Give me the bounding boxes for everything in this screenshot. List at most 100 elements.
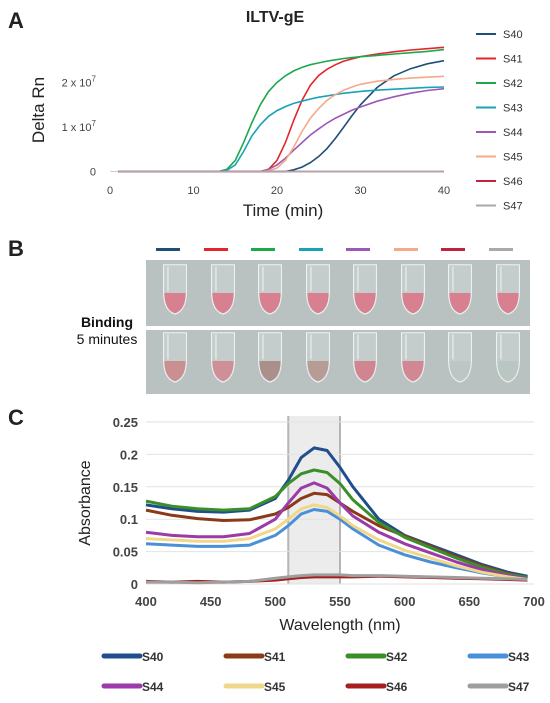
y-tick-label: 2 x 107 [62, 75, 97, 90]
series-line-s43 [145, 508, 528, 581]
series-line-s47 [146, 573, 528, 585]
legend-label: S44 [142, 680, 164, 694]
tube [448, 332, 472, 383]
tube-liquid [401, 293, 424, 314]
y-tick-label: 0.15 [113, 480, 138, 495]
color-key-dash [156, 248, 180, 251]
tube-liquid [449, 361, 471, 382]
legend-label: S46 [386, 680, 408, 694]
tube-liquid [211, 361, 234, 382]
series-line-s44 [118, 87, 445, 173]
series-line-s42 [145, 468, 528, 579]
x-tick-label: 550 [329, 594, 351, 609]
binding-label: Binding [80, 314, 134, 330]
x-tick-label: 40 [438, 185, 450, 197]
series-line-s40 [145, 446, 528, 578]
tubes-photo-initial [146, 260, 530, 326]
legend-label: S40 [503, 29, 523, 41]
tube-liquid [449, 293, 471, 314]
x-tick-label: 400 [135, 594, 157, 609]
x-tick-label: 450 [200, 594, 222, 609]
tube [495, 264, 520, 315]
x-tick-label: 500 [264, 594, 286, 609]
color-key-dash [488, 248, 513, 251]
x-axis-label: Time (min) [243, 201, 324, 220]
y-tick-label: 0.05 [113, 545, 138, 560]
legend-label: S45 [503, 152, 523, 164]
series-line-s45 [145, 503, 528, 581]
color-key-dash [298, 248, 323, 251]
x-tick-label: 650 [458, 594, 480, 609]
tube-liquid [164, 361, 186, 382]
legend-label: S47 [503, 201, 523, 213]
series-line-s45 [118, 75, 445, 173]
tube-liquid [401, 361, 424, 382]
color-key-dash [346, 248, 370, 251]
panel-letter-c: C [8, 405, 24, 430]
y-tick-label: 0 [131, 577, 138, 592]
photo-color-key [146, 248, 530, 254]
x-tick-label: 30 [354, 185, 366, 197]
legend-label: S44 [503, 127, 523, 139]
tube [258, 264, 282, 315]
y-axis-label: Absorbance [77, 460, 94, 545]
panel-letter-a: A [8, 8, 24, 33]
tube-liquid [496, 361, 519, 382]
amplification-chart: ILTV-gE 0 10 20 30 40 0 1 x 107 2 x 107 Time (min… [29, 9, 523, 220]
absorbance-chart: 0 0.05 0.1 0.15 0.2 0.25 400 450 500 550 600 650 700… [77, 415, 545, 694]
x-tick-label: 600 [394, 594, 416, 609]
tube-liquid [306, 361, 329, 382]
legend-label: S41 [503, 54, 523, 66]
tube [495, 332, 520, 383]
tube-liquid [211, 293, 234, 314]
tubes-photo-binding [146, 330, 530, 394]
binding-time-label: 5 minutes [76, 331, 138, 347]
tube-liquid [259, 293, 281, 314]
y-axis-label: Delta Rn [29, 77, 48, 143]
tube [210, 264, 235, 315]
y-tick-label: 0.25 [113, 415, 138, 430]
tube-liquid [354, 293, 376, 314]
tube [305, 332, 330, 383]
legend-label: S42 [386, 650, 408, 664]
panel-letter-b: B [8, 236, 24, 261]
tube [258, 332, 282, 383]
series-line-s43 [118, 86, 445, 173]
tube [353, 264, 377, 315]
tube [353, 332, 377, 383]
legend-label: S47 [508, 680, 530, 694]
tube-liquid [354, 361, 376, 382]
y-tick-label: 0.2 [120, 447, 138, 462]
x-tick-label: 0 [107, 185, 113, 197]
tube [210, 332, 235, 383]
series-line-s40 [118, 59, 445, 173]
tube [163, 332, 187, 383]
tube [305, 264, 330, 315]
tube [448, 264, 472, 315]
color-key-dash [441, 248, 465, 251]
y-tick-label: 1 x 107 [62, 119, 97, 134]
legend-label: S43 [503, 103, 523, 115]
y-tick-label: 0 [90, 167, 96, 179]
legend-label: S46 [503, 176, 523, 188]
tube [400, 332, 425, 383]
tube-liquid [259, 361, 281, 382]
legend-label: S43 [508, 650, 530, 664]
color-key-dash [251, 248, 275, 251]
legend-label: S40 [142, 650, 164, 664]
x-tick-label: 10 [187, 185, 199, 197]
series-line-s44 [145, 481, 528, 581]
color-key-dash [203, 248, 228, 251]
tube [400, 264, 425, 315]
tube [163, 264, 187, 315]
tube-liquid [496, 293, 519, 314]
x-axis-label: Wavelength (nm) [279, 617, 400, 634]
tube-liquid [306, 293, 329, 314]
chart-title: ILTV-gE [246, 9, 305, 26]
x-tick-label: 700 [523, 594, 545, 609]
legend-label: S45 [264, 680, 286, 694]
tube-liquid [164, 293, 186, 314]
legend-label: S41 [264, 650, 286, 664]
color-key-dash [393, 248, 418, 251]
wavelength-band [288, 416, 340, 584]
